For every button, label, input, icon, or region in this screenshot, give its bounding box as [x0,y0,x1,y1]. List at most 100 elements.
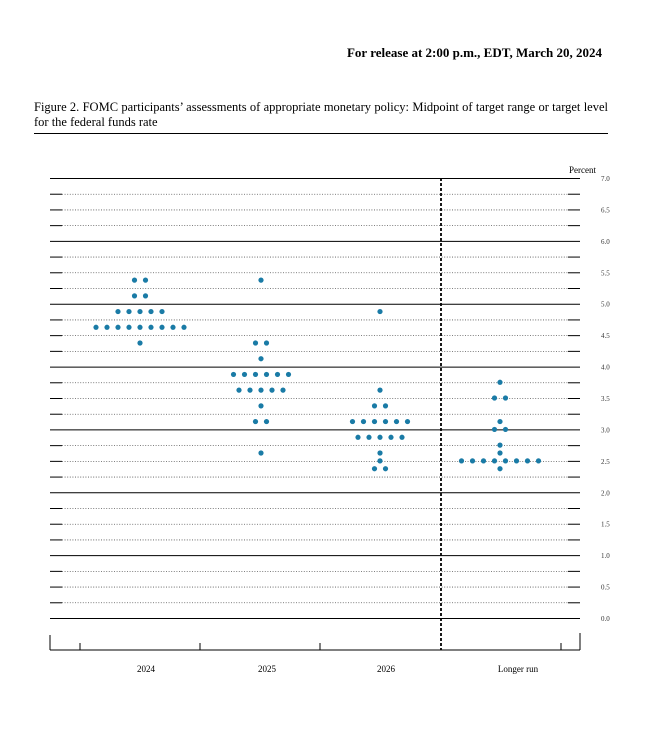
data-point [258,450,264,456]
data-point [377,308,383,315]
data-point [371,403,378,409]
y-tick-label: 2.5 [601,458,610,466]
data-point [513,458,520,464]
caption-rule [34,133,608,134]
data-point [274,371,281,378]
x-tick-label: 2025 [258,664,277,674]
data-point [159,324,165,330]
y-tick-label: 5.0 [601,301,610,309]
data-point [497,442,503,448]
data-point [230,371,237,378]
data-point [366,434,372,440]
data-point [349,418,356,425]
data-point [382,418,389,425]
data-point [263,340,270,346]
release-notice: For release at 2:00 p.m., EDT, March 20,… [346,45,602,60]
data-point [491,458,498,464]
data-point [263,418,270,425]
y-tick-label: 4.5 [601,332,610,340]
data-point [263,371,270,378]
data-point [159,308,165,315]
data-point [269,387,275,393]
data-point [181,324,187,330]
data-point [142,293,149,299]
data-point [115,324,121,330]
data-point [115,308,121,315]
data-point [497,379,503,385]
data-point [497,450,503,456]
data-point [126,324,132,330]
data-point [236,387,242,393]
y-tick-label: 7.0 [601,175,610,183]
data-point [382,403,389,409]
data-point [497,466,503,472]
data-point [388,434,394,440]
data-point [258,356,264,362]
data-point [524,458,531,464]
x-tick-label: 2026 [377,664,396,674]
figure-caption: Figure 2. FOMC participants’ assessments… [34,100,608,129]
data-point [126,308,132,315]
data-point [131,293,138,299]
data-point [377,450,383,456]
y-tick-label: 1.0 [601,552,610,560]
y-tick-label: 6.0 [601,238,610,246]
data-point [377,458,383,464]
data-point [247,387,253,393]
y-tick-label: 4.0 [601,364,610,372]
data-point [399,434,405,440]
data-point [170,324,176,330]
data-point [104,324,110,330]
y-tick-label: 3.0 [601,426,610,434]
y-tick-labels: 0.0 0.5 1.0 1.5 2.0 2.5 3.0 3.5 4.0 4.5 5.0 5.5 6.0 6… [601,175,610,623]
data-point [497,418,503,425]
data-point [280,387,286,393]
data-point [458,458,465,464]
data-point [371,418,378,425]
data-point [502,458,509,464]
data-point [382,466,389,472]
data-point [137,308,143,315]
data-point [502,395,509,401]
y-tick-label: 6.5 [601,206,610,214]
y-axis-label: Percent [569,165,596,175]
x-tick-label: Longer run [498,664,539,674]
y-tick-label: 0.5 [601,584,610,592]
data-point [137,324,143,330]
data-point [131,277,138,283]
data-point [491,395,498,401]
data-point [252,371,259,378]
data-point [252,340,259,346]
data-point [393,418,400,425]
data-point [285,371,292,378]
data-point [148,324,154,330]
x-tick-label: 2024 [137,664,156,674]
data-point [93,324,99,330]
data-point [360,418,367,425]
data-point [258,277,264,283]
data-point [142,277,149,283]
y-tick-label: 0.0 [601,615,610,623]
data-point [404,418,411,425]
data-point [258,387,264,393]
y-tick-label: 3.5 [601,395,610,403]
data-point [535,458,542,464]
data-point [258,403,264,409]
data-point [480,458,487,464]
data-point [252,418,259,425]
y-tick-label: 5.5 [601,269,610,277]
data-point [469,458,476,464]
y-tick-label: 2.0 [601,489,610,497]
data-point [377,434,383,440]
data-point [502,426,509,433]
data-point [148,308,154,315]
data-point [371,466,378,472]
chart-dots [93,277,542,472]
y-tick-label: 1.5 [601,521,610,529]
data-point [491,426,498,433]
chart-grid [50,178,580,650]
data-point [137,340,143,346]
data-point [241,371,248,378]
x-axis: 2024 2025 2026 Longer run [49,633,581,674]
